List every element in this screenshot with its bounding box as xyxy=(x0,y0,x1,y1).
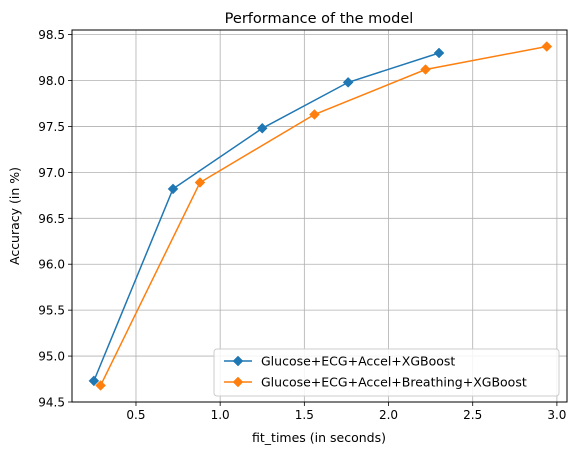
legend-label: Glucose+ECG+Accel+XGBoost xyxy=(261,354,455,369)
axis-ticks: 0.5 1.0 1.5 2.0 2.5 3.0 94.5 95.0 95.5 96.0 96.5 97… xyxy=(38,28,566,422)
data-point xyxy=(95,380,106,391)
y-tick-label: 97.5 xyxy=(38,120,65,134)
x-tick-label: 2.5 xyxy=(463,408,482,422)
data-point xyxy=(194,177,206,188)
x-tick-label: 2.0 xyxy=(379,408,398,422)
y-tick-label: 97.0 xyxy=(38,166,65,180)
legend-item: Glucose+ECG+Accel+Breathing+XGBoost xyxy=(224,375,527,390)
y-tick-label: 94.5 xyxy=(38,396,65,410)
x-tick-label: 3.0 xyxy=(547,408,566,422)
series-line xyxy=(93,52,440,382)
legend-item: Glucose+ECG+Accel+XGBoost xyxy=(224,354,455,369)
legend: Glucose+ECG+Accel+XGBoost Glucose+ECG+Acc… xyxy=(213,348,560,397)
y-tick-label: 98.0 xyxy=(38,74,65,88)
data-point xyxy=(342,77,354,88)
legend-label: Glucose+ECG+Accel+Breathing+XGBoost xyxy=(261,375,527,390)
legend-marker xyxy=(232,376,244,388)
y-tick-label: 96.0 xyxy=(38,258,65,272)
y-axis-label: Accuracy (in %) xyxy=(7,167,22,265)
x-tick-label: 1.5 xyxy=(295,408,314,422)
data-point xyxy=(88,375,100,387)
series-1 xyxy=(88,47,445,387)
x-tick-label: 0.5 xyxy=(126,408,145,422)
legend-box xyxy=(213,348,560,397)
x-tick-label: 1.0 xyxy=(211,408,230,422)
y-tick-label: 95.0 xyxy=(38,350,65,364)
data-point xyxy=(541,41,553,52)
legend-marker xyxy=(232,355,244,367)
y-tick-label: 95.5 xyxy=(38,304,65,318)
chart-title: Performance of the model xyxy=(225,11,414,27)
grid xyxy=(72,30,567,403)
plot-frame xyxy=(71,29,568,403)
data-point xyxy=(167,183,179,195)
data-point xyxy=(309,109,320,120)
y-tick-label: 98.5 xyxy=(38,28,65,42)
y-tick-label: 96.5 xyxy=(38,212,65,226)
data-point xyxy=(433,47,445,59)
data-point xyxy=(420,64,431,75)
series-layer xyxy=(88,41,553,391)
data-point xyxy=(256,122,268,134)
series-2 xyxy=(95,41,553,391)
series-line xyxy=(99,45,547,386)
x-axis-label: fit_times (in seconds) xyxy=(252,430,386,445)
